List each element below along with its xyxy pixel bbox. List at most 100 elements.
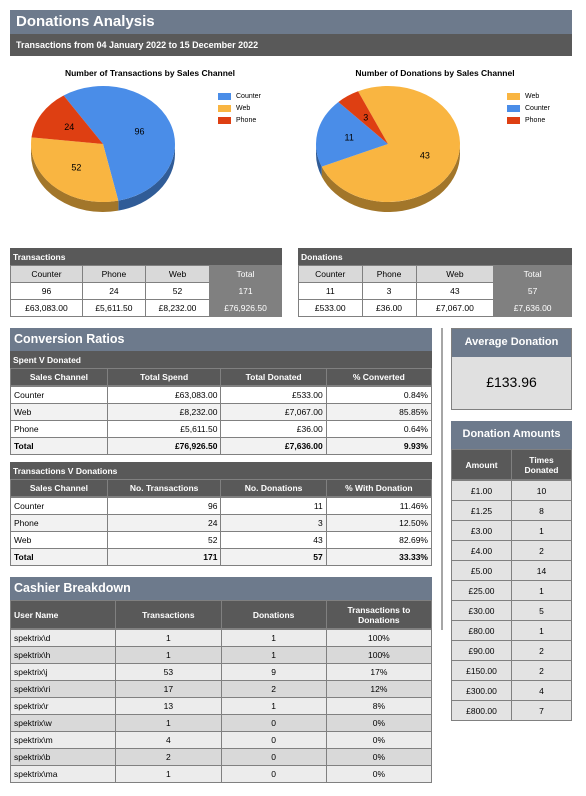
col-header: No. Transactions bbox=[106, 479, 222, 497]
col-header: No. Donations bbox=[220, 479, 327, 497]
table-cell: spektrix\h bbox=[9, 646, 117, 664]
table-cell: 10 bbox=[511, 480, 572, 501]
col-header: Transactions bbox=[115, 600, 222, 629]
amount-cell: £8,232.00 bbox=[144, 299, 211, 317]
col-header: Web bbox=[415, 265, 495, 283]
col-header-total: Total bbox=[209, 265, 282, 283]
amount-total: £76,926.50 bbox=[209, 299, 282, 317]
table-cell: 8 bbox=[511, 500, 572, 521]
table-cell: 1 bbox=[220, 646, 327, 664]
table-row: £1.00 10 bbox=[451, 480, 572, 501]
conversion-ratios-title: Conversion Ratios bbox=[10, 328, 432, 351]
table-cell: £150.00 bbox=[451, 660, 512, 681]
table-cell: spektrix\r bbox=[9, 697, 117, 715]
total-cell: 57 bbox=[220, 548, 327, 566]
count-cell: 11 bbox=[298, 282, 363, 300]
table-row: spektrix\ma 1 0 0% bbox=[9, 765, 433, 783]
count-total: 57 bbox=[493, 282, 572, 300]
table-cell: 11.46% bbox=[325, 497, 433, 515]
spent-v-donated-label: Spent V Donated bbox=[10, 351, 432, 368]
col-header: Phone bbox=[81, 265, 146, 283]
total-cell: £7,636.00 bbox=[220, 437, 327, 455]
table-cell: 1 bbox=[115, 629, 222, 647]
count-cell: 52 bbox=[144, 282, 211, 300]
col-header: Transactions to Donations bbox=[325, 600, 433, 629]
col-header: User Name bbox=[9, 600, 117, 629]
table-cell: 2 bbox=[511, 660, 572, 681]
cashier-breakdown-section: Cashier Breakdown User Name Transactions… bbox=[9, 577, 433, 783]
col-header: Times Donated bbox=[511, 449, 572, 480]
table-row: spektrix\m 4 0 0% bbox=[9, 731, 433, 749]
total-cell: Total bbox=[10, 548, 108, 566]
data-label: 3 bbox=[363, 113, 368, 123]
table-cell: £90.00 bbox=[451, 640, 512, 661]
table-cell: 14 bbox=[511, 560, 572, 581]
pie-chart-donations: 43 11 3 bbox=[316, 86, 460, 212]
legend-item-counter: Counter bbox=[218, 90, 261, 102]
col-header: Sales Channel bbox=[10, 479, 108, 497]
pie-slice-phone bbox=[338, 91, 388, 144]
table-cell: 4 bbox=[511, 680, 572, 701]
legend-item-counter: Counter bbox=[507, 102, 550, 114]
count-cell: 96 bbox=[10, 282, 83, 300]
table-cell: 85.85% bbox=[325, 403, 433, 421]
table-cell: 0.64% bbox=[325, 420, 433, 438]
amount-cell: £533.00 bbox=[298, 299, 363, 317]
table-cell: £7,067.00 bbox=[220, 403, 327, 421]
table-cell: 3 bbox=[220, 514, 327, 532]
table-cell: 1 bbox=[115, 646, 222, 664]
table-cell: Phone bbox=[10, 514, 108, 532]
pie-slice-side bbox=[316, 144, 322, 177]
table-row: spektrix\w 1 0 0% bbox=[9, 714, 433, 732]
donation-amounts-title: Donation Amounts bbox=[451, 421, 572, 449]
col-header: Web bbox=[144, 265, 211, 283]
count-cell: 43 bbox=[415, 282, 495, 300]
legend-swatch bbox=[218, 92, 231, 100]
legend-label: Counter bbox=[525, 104, 550, 112]
table-cell: £300.00 bbox=[451, 680, 512, 701]
table-cell: 100% bbox=[325, 646, 433, 664]
legend-swatch bbox=[218, 104, 231, 112]
table-cell: £63,083.00 bbox=[106, 386, 222, 404]
legend-label: Phone bbox=[236, 116, 257, 124]
table-row: spektrix\ri 17 2 12% bbox=[9, 680, 433, 698]
table-cell: spektrix\j bbox=[9, 663, 117, 681]
table-row: spektrix\r 13 1 8% bbox=[9, 697, 433, 715]
table-cell: £3.00 bbox=[451, 520, 512, 541]
legend-label: Phone bbox=[525, 116, 546, 124]
table-cell: Phone bbox=[10, 420, 108, 438]
table-cell: 0 bbox=[220, 765, 327, 783]
table-row: spektrix\j 53 9 17% bbox=[9, 663, 433, 681]
donations-label: Donations bbox=[298, 248, 572, 265]
legend-item-phone: Phone bbox=[507, 114, 550, 126]
average-donation-title: Average Donation bbox=[452, 329, 571, 357]
legend-swatch bbox=[507, 92, 520, 100]
table-cell: 11 bbox=[220, 497, 327, 515]
table-cell: £4.00 bbox=[451, 540, 512, 561]
table-cell: 0.84% bbox=[325, 386, 433, 404]
date-range-subtitle: Transactions from 04 January 2022 to 15 … bbox=[10, 34, 572, 56]
table-cell: Web bbox=[10, 403, 108, 421]
total-cell: 171 bbox=[106, 548, 222, 566]
col-header: Counter bbox=[10, 265, 83, 283]
data-label: 43 bbox=[420, 151, 430, 161]
col-header: % Converted bbox=[325, 368, 433, 386]
table-cell: spektrix\ma bbox=[9, 765, 117, 783]
table-cell: 43 bbox=[220, 531, 327, 549]
table-row: £5.00 14 bbox=[451, 560, 572, 581]
total-cell: Total bbox=[10, 437, 108, 455]
table-cell: 2 bbox=[511, 540, 572, 561]
table-row: spektrix\d 1 1 100% bbox=[9, 629, 433, 647]
table-cell: 82.69% bbox=[325, 531, 433, 549]
legend-swatch bbox=[507, 104, 520, 112]
data-label: 96 bbox=[135, 127, 145, 137]
table-cell: Counter bbox=[10, 386, 108, 404]
table-cell: £533.00 bbox=[220, 386, 327, 404]
col-header-total: Total bbox=[493, 265, 572, 283]
legend-label: Web bbox=[236, 104, 251, 112]
legend-donations: Web Counter Phone bbox=[507, 90, 550, 126]
table-cell: 2 bbox=[511, 640, 572, 661]
table-cell: 100% bbox=[325, 629, 433, 647]
table-cell: 8% bbox=[325, 697, 433, 715]
table-row: £25.00 1 bbox=[451, 580, 572, 601]
